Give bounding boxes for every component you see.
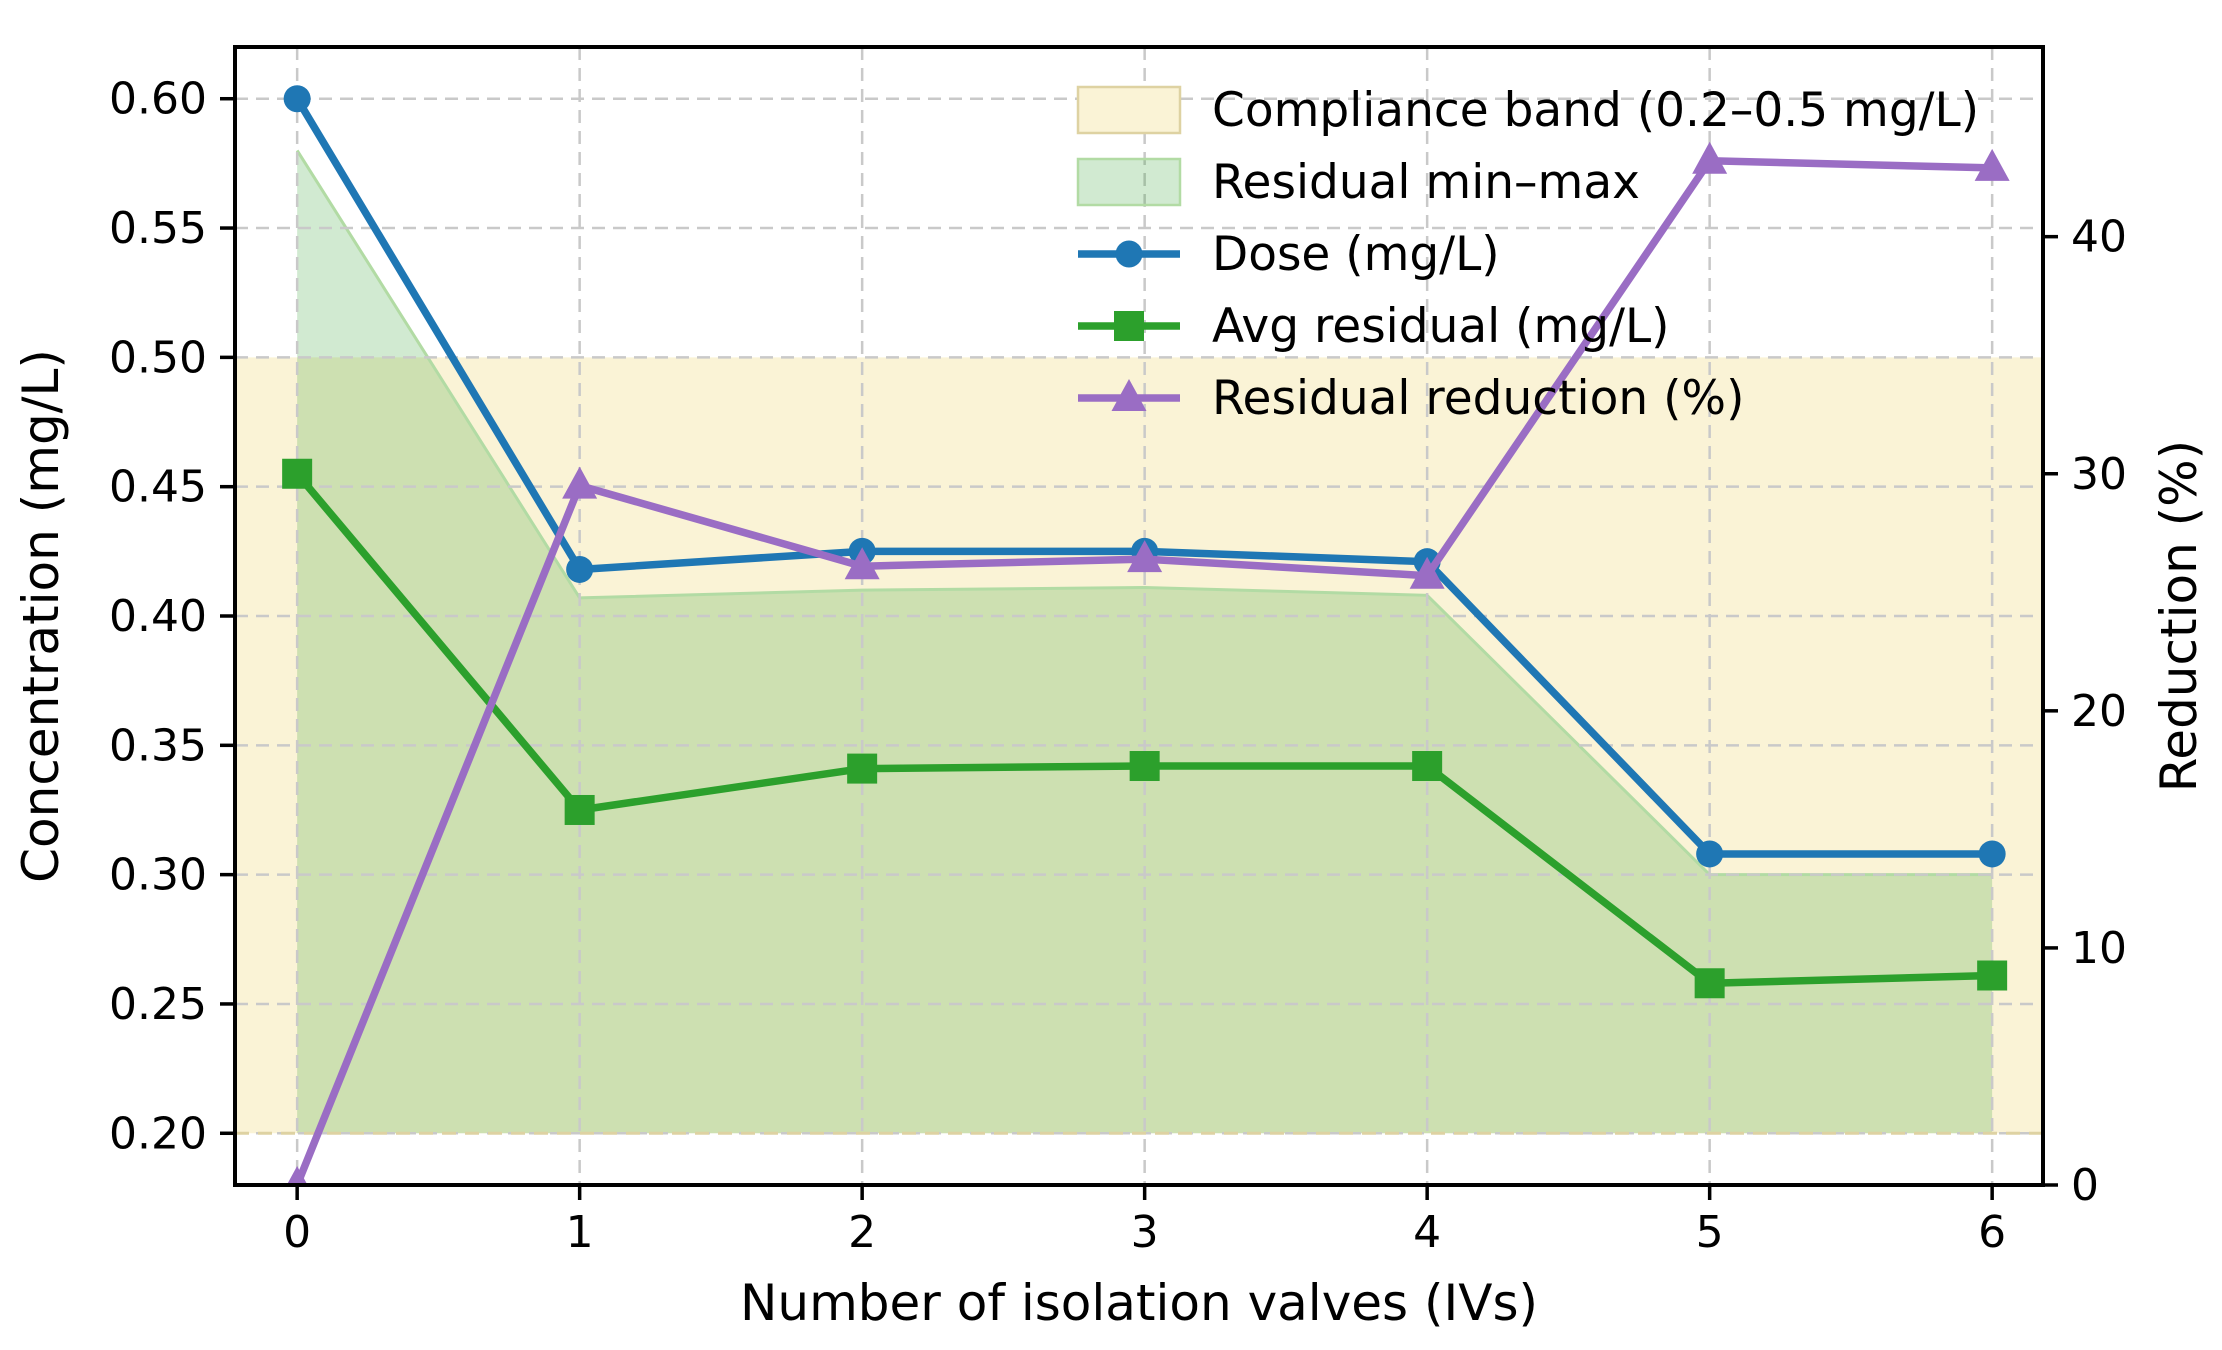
gridlines-layer [235,47,2043,1185]
avg-residual-marker [1129,751,1160,782]
avg-residual-marker [1412,751,1443,782]
y-left-tick-label: 0.60 [109,74,207,125]
legend-dose: Dose (mg/L) [1078,227,1500,282]
legend-compliance-band-swatch [1076,85,1182,135]
legend: Compliance band (0.2–0.5 mg/L) Residual m… [1076,83,1979,426]
y-axis-label-right: Reduction (%) [2150,440,2208,792]
legend-label: Compliance band (0.2–0.5 mg/L) [1212,83,1979,138]
legend-avg-residual: Avg residual (mg/L) [1078,299,1669,354]
x-tick-label: 6 [1978,1207,2006,1258]
x-tick-label: 4 [1413,1207,1441,1258]
y-left-tick-label: 0.30 [109,850,207,901]
y-right-tick-label: 40 [2071,212,2127,263]
residual-reduction-marker [1692,141,1728,174]
y-right-tick-label: 20 [2071,686,2127,737]
x-tick-label: 3 [1131,1207,1159,1258]
residual-reduction-marker [1974,148,2010,181]
y-axis-label-left: Concentration (mg/L) [12,349,70,883]
residual-reduction-series [286,141,2010,1185]
dose-marker [566,555,594,583]
x-tick-label: 0 [283,1207,311,1258]
legend-compliance-band: Compliance band (0.2–0.5 mg/L) [1076,83,1979,138]
y-left-tick-label: 0.20 [109,1108,207,1159]
series-layer [282,85,2010,1185]
y-left-tick-label: 0.25 [109,979,207,1030]
y-left-tick-label: 0.35 [109,720,207,771]
x-tick-label: 1 [566,1207,594,1258]
residual-reduction-marker [1409,556,1445,589]
dose-marker [1978,840,2006,868]
y-right-tick-label: 10 [2071,923,2127,974]
legend-label: Avg residual (mg/L) [1212,299,1669,354]
residual-reduction-marker [562,466,598,499]
legend-residual-reduction-swatch-marker [1111,379,1147,411]
legend-residual-minmax: Residual min–max [1076,155,1640,210]
avg-residual-marker [564,794,595,825]
x-axis-label: Number of isolation valves (IVs) [740,1274,1538,1332]
avg-residual-marker [282,458,313,489]
legend-residual-reduction: Residual reduction (%) [1078,371,1744,426]
legend-label: Dose (mg/L) [1212,227,1500,282]
dose-marker [283,85,311,113]
x-tick-label: 5 [1696,1207,1724,1258]
axes-layer: 0 1 2 3 4 5 6 0.20 0.25 0.30 0.35 0.40 0.45 0.50 0.55 0… [109,45,2127,1258]
legend-avg-residual-swatch-marker [1114,311,1144,341]
bands-layer [235,149,2043,1134]
y-left-tick-label: 0.40 [109,591,207,642]
avg-residual-marker [847,753,878,784]
y-right-tick-label: 30 [2071,449,2127,500]
residual-reduction-marker [844,547,880,580]
x-tick-label: 2 [848,1207,876,1258]
y-left-tick-label: 0.45 [109,462,207,513]
avg-residual-marker [1977,960,2008,991]
legend-label: Residual reduction (%) [1212,371,1744,426]
legend-label: Residual min–max [1212,155,1640,210]
avg-residual-marker [1694,968,1725,999]
dose-marker [1696,840,1724,868]
residual-reduction-marker [286,1166,308,1185]
y-right-tick-label: 0 [2071,1160,2099,1211]
y-left-tick-label: 0.50 [109,332,207,383]
legend-dose-swatch-marker [1115,240,1143,268]
residual-reduction-marker [1127,540,1163,573]
legend-residual-minmax-swatch [1076,157,1182,207]
y-left-tick-label: 0.55 [109,203,207,254]
avg-residual-series [282,458,2008,999]
